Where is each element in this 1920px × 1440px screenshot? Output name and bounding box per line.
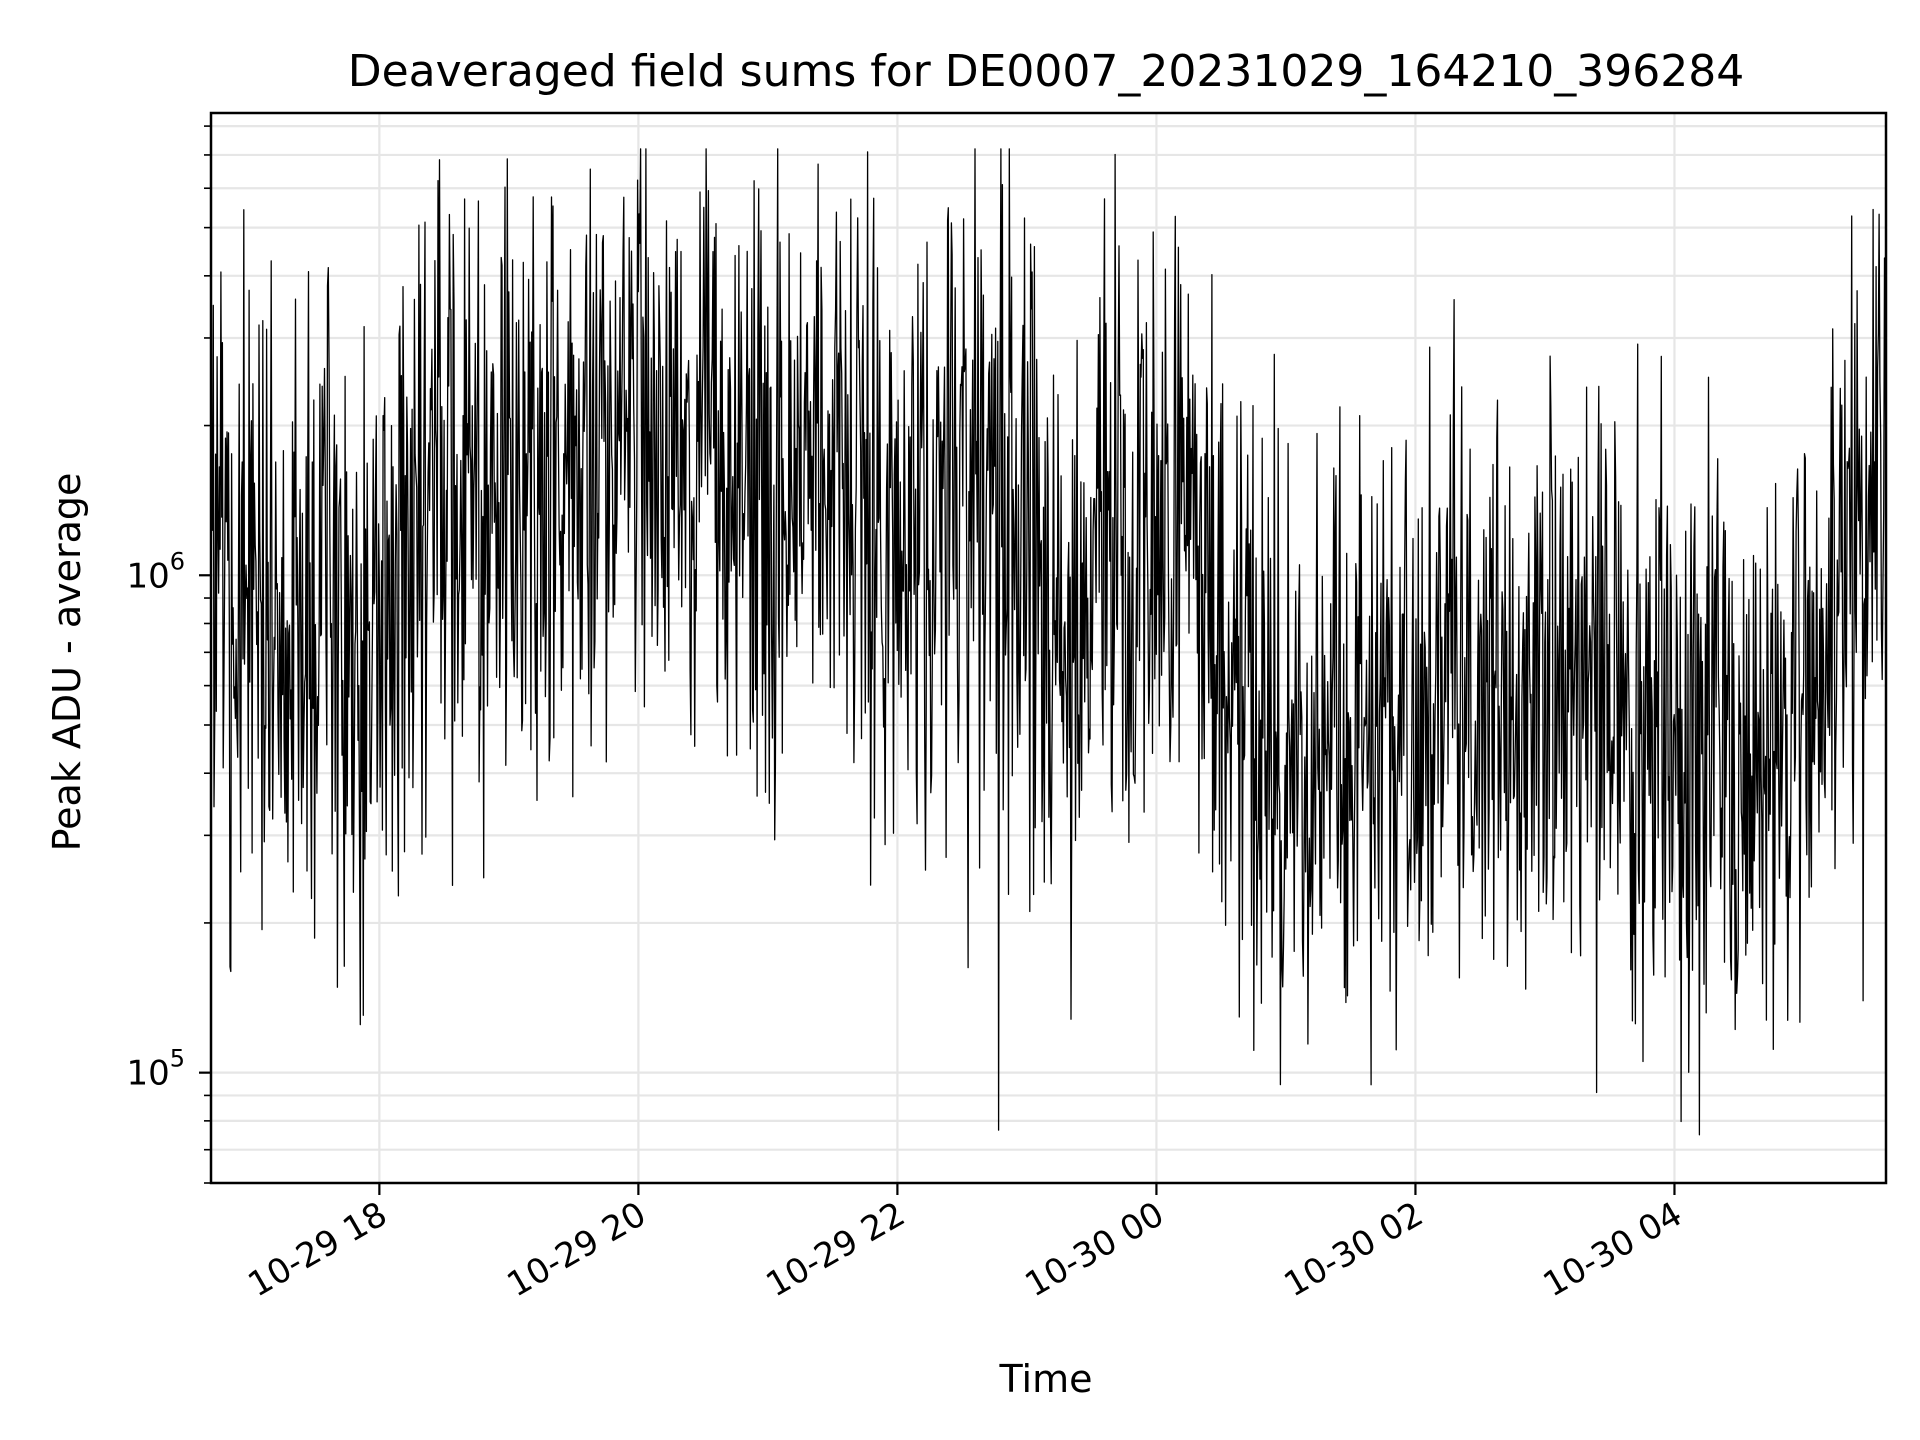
- chart-title: Deaveraged field sums for DE0007_2023102…: [348, 46, 1745, 97]
- y-tick-exponent: 6: [170, 547, 185, 575]
- series-line: [210, 148, 1887, 1136]
- plot-frame: [209, 111, 1888, 1185]
- y-tick-exponent: 5: [170, 1045, 185, 1073]
- y-tick-label: 106: [126, 547, 185, 596]
- series-layer: [210, 148, 1887, 1136]
- y-axis-label: Peak ADU - average: [45, 473, 89, 852]
- y-tick-base: 10: [126, 556, 169, 596]
- x-axis-label: Time: [999, 1357, 1093, 1401]
- y-tick-label: 105: [126, 1045, 185, 1094]
- y-tick-base: 10: [126, 1054, 169, 1094]
